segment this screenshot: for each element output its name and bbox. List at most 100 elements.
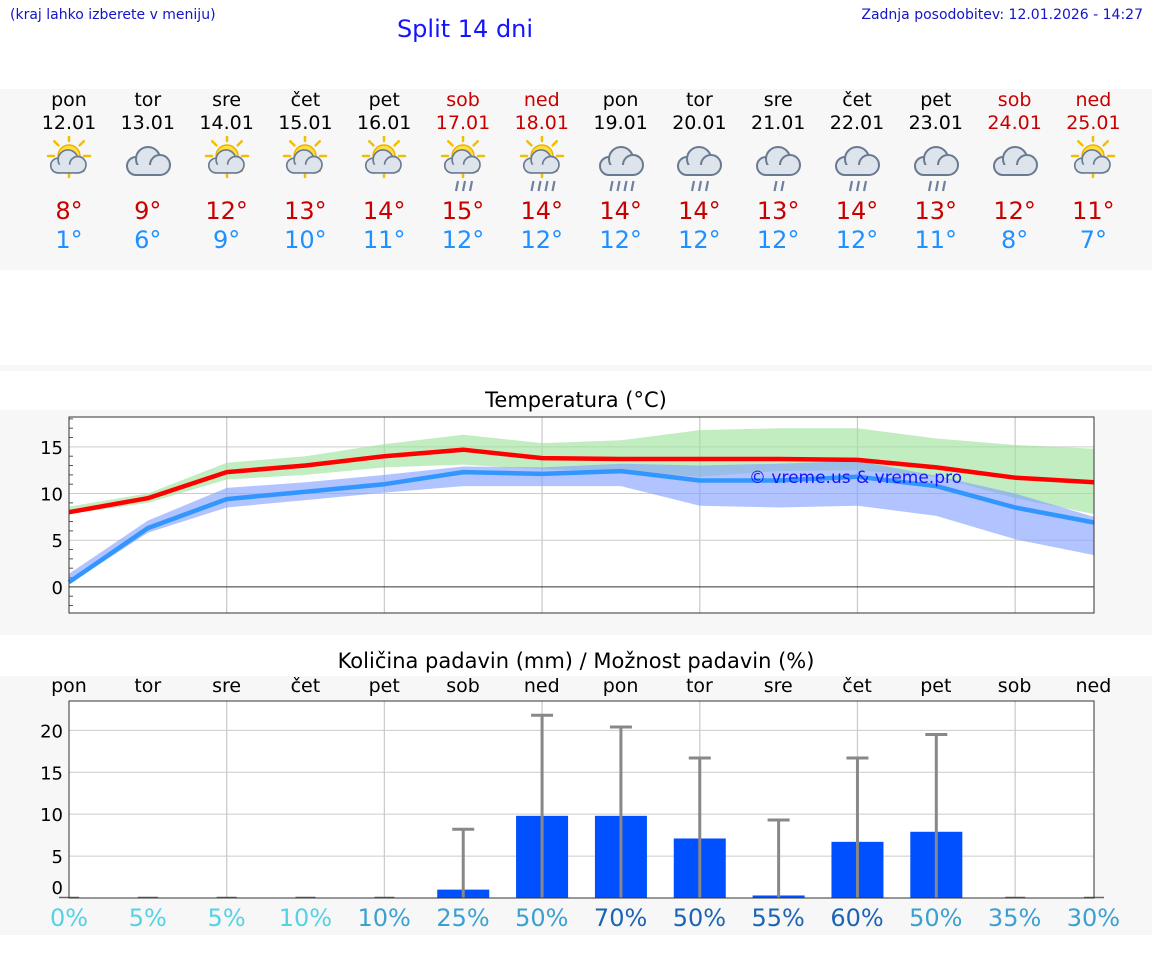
- max-temperature: 14°: [835, 197, 879, 225]
- page-title: Split 14 dni: [396, 15, 534, 43]
- min-temperature-line: [67, 468, 1095, 585]
- cloud-rain-icon: [671, 136, 727, 194]
- min-temperature: 8°: [1000, 226, 1029, 254]
- precipitation-day-label: čet: [842, 675, 872, 697]
- temperature-y-tick: 5: [52, 531, 63, 552]
- forecast-band: [0, 89, 1152, 270]
- max-temperature-line: [68, 447, 1095, 515]
- max-temperature: 13°: [756, 197, 800, 225]
- precipitation-day-label: čet: [290, 675, 321, 697]
- day-name: čet: [842, 89, 872, 111]
- max-temperature: 8°: [55, 197, 83, 225]
- cloud-rain-icon: [908, 136, 964, 194]
- day-name: čet: [290, 89, 321, 111]
- min-temperature: 12°: [599, 226, 642, 254]
- day-name: ned: [1075, 89, 1112, 111]
- precipitation-day-label: tor: [134, 675, 162, 697]
- day-date: 22.01: [829, 112, 885, 134]
- day-date: 17.01: [435, 112, 491, 134]
- precipitation-day-label: sre: [212, 675, 242, 697]
- precipitation-y-tick: 20: [40, 721, 63, 742]
- precipitation-chance: 50%: [515, 904, 569, 932]
- min-temperature: 11°: [362, 226, 406, 254]
- last-updated: Zadnja posodobitev: 12.01.2026 - 14:27: [861, 7, 1143, 23]
- min-temperature: 6°: [134, 226, 162, 254]
- precipitation-chance: 50%: [672, 904, 727, 932]
- day-name: sob: [997, 89, 1032, 111]
- precipitation-day-label: pon: [51, 675, 87, 697]
- precipitation-chart-title: Količina padavin (mm) / Možnost padavin …: [337, 649, 815, 673]
- precipitation-day-label: pet: [920, 675, 952, 697]
- day-date: 23.01: [908, 112, 963, 134]
- min-temperature: 1°: [55, 226, 83, 254]
- max-temperature: 15°: [441, 197, 485, 225]
- sun-cloud-icon: [41, 133, 97, 194]
- min-temperature: 11°: [914, 226, 958, 254]
- precipitation-y-tick: 5: [52, 847, 63, 868]
- precipitation-chance: 10%: [278, 904, 333, 932]
- temperature-chart: 0 5 10 15 © vreme.us & vreme.pro: [40, 416, 1095, 614]
- precipitation-day-label: tor: [685, 675, 713, 697]
- max-temperature: 9°: [134, 197, 162, 225]
- day-name: tor: [134, 89, 162, 111]
- precipitation-chance: 30%: [1066, 904, 1121, 932]
- max-temperature: 13°: [284, 197, 327, 225]
- precipitation-chance: 5%: [128, 904, 167, 932]
- temperature-y-tick: 15: [40, 438, 63, 459]
- sun-cloud-icon: [1065, 133, 1121, 194]
- min-temperature: 9°: [212, 226, 241, 254]
- sun-cloud-icon: [356, 133, 412, 194]
- day-date: 14.01: [199, 112, 254, 134]
- cloud-icon: [120, 136, 176, 194]
- precipitation-day-label: pet: [368, 675, 400, 697]
- temperature-chart-title: Temperatura (°C): [485, 388, 667, 412]
- day-date: 15.01: [278, 112, 333, 134]
- precipitation-chance: 10%: [357, 904, 411, 932]
- min-temperature: 7°: [1079, 226, 1108, 254]
- max-temperature: 14°: [599, 197, 642, 225]
- cloud-rain-icon: [829, 136, 885, 194]
- day-date: 12.01: [41, 112, 97, 134]
- precipitation-chance: 0%: [49, 904, 89, 932]
- sun-cloud-icon: [277, 133, 333, 194]
- day-date: 21.01: [750, 112, 806, 134]
- day-name: sre: [212, 89, 242, 111]
- day-date: 18.01: [514, 112, 569, 134]
- cloud-icon: [987, 136, 1043, 194]
- precipitation-day-label: sre: [763, 675, 793, 697]
- max-temperature: 11°: [1072, 197, 1115, 225]
- day-date: 19.01: [593, 112, 648, 134]
- day-date: 25.01: [1066, 112, 1121, 134]
- divider-band: [0, 365, 1152, 371]
- precipitation-chance: 55%: [751, 904, 805, 932]
- precipitation-chance: 35%: [987, 904, 1042, 932]
- day-name: pet: [920, 89, 952, 111]
- day-name: sre: [763, 89, 793, 111]
- min-temperature: 12°: [756, 226, 800, 254]
- cloud-light-rain-icon: [750, 136, 806, 194]
- precipitation-day-label: sob: [446, 675, 480, 697]
- day-name: pet: [368, 89, 400, 111]
- min-temperature: 12°: [835, 226, 879, 254]
- min-temperature: 10°: [284, 226, 327, 254]
- precipitation-chance: 50%: [909, 904, 963, 932]
- precipitation-y-tick: 15: [40, 763, 63, 784]
- location-menu-hint[interactable]: (kraj lahko izberete v meniju): [10, 7, 216, 23]
- min-temperature: 12°: [678, 226, 721, 254]
- day-date: 24.01: [987, 112, 1042, 134]
- sun-cloud-heavy-rain-icon: [514, 133, 570, 194]
- precipitation-chance: 25%: [436, 904, 490, 932]
- sun-cloud-rain-icon: [435, 133, 491, 194]
- day-name: pon: [602, 89, 639, 111]
- watermark: © vreme.us & vreme.pro: [749, 468, 962, 488]
- day-date: 16.01: [356, 112, 412, 134]
- max-temperature: 12°: [993, 197, 1036, 225]
- min-temperature: 12°: [520, 226, 564, 254]
- cloud-heavy-rain-icon: [593, 136, 649, 194]
- day-name: ned: [523, 89, 560, 111]
- max-temperature: 14°: [678, 197, 721, 225]
- max-temperature: 13°: [914, 197, 958, 225]
- precipitation-chance: 60%: [830, 904, 884, 932]
- day-name: sob: [446, 89, 480, 111]
- max-temperature: 12°: [205, 197, 248, 225]
